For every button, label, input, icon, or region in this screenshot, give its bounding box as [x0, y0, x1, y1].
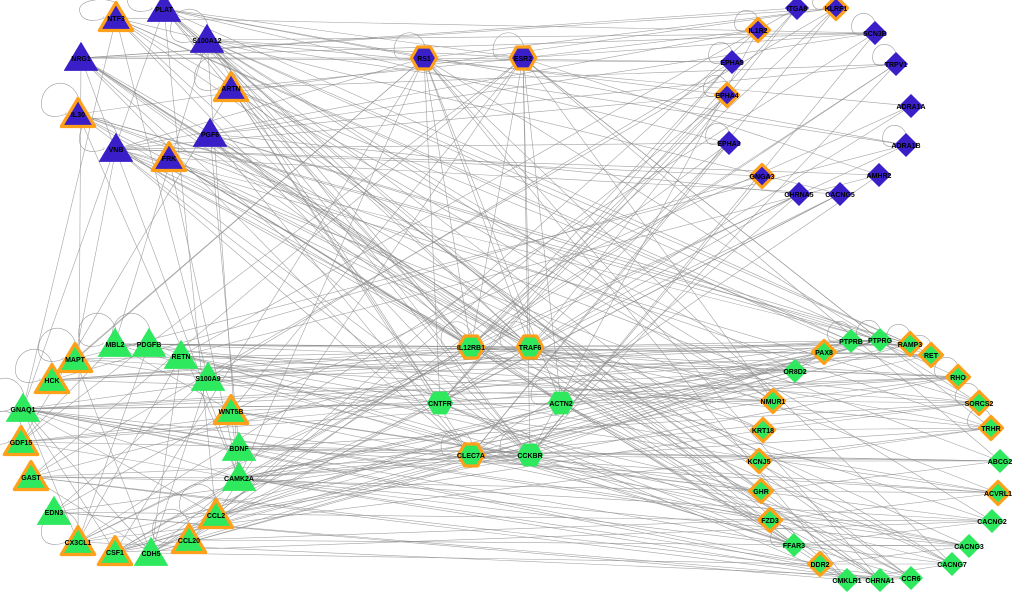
- svg-text:MBL2: MBL2: [105, 342, 124, 349]
- svg-text:KLRF1: KLRF1: [825, 6, 848, 13]
- svg-text:AMHR2: AMHR2: [867, 173, 892, 180]
- svg-text:ADRA1A: ADRA1A: [896, 104, 925, 111]
- svg-text:ACVRL1: ACVRL1: [984, 491, 1012, 498]
- svg-text:ADRA1B: ADRA1B: [891, 143, 920, 150]
- svg-text:EDN3: EDN3: [45, 510, 64, 517]
- svg-text:CHRNA1: CHRNA1: [865, 578, 894, 585]
- svg-text:PLAT: PLAT: [155, 7, 173, 14]
- svg-text:ABCG2: ABCG2: [988, 459, 1013, 466]
- svg-text:CSF1: CSF1: [106, 550, 124, 557]
- svg-text:ACTN2: ACTN2: [549, 401, 572, 408]
- svg-text:OR8D2: OR8D2: [783, 369, 806, 376]
- svg-text:CCR6: CCR6: [901, 576, 920, 583]
- svg-text:WNT5B: WNT5B: [219, 409, 244, 416]
- svg-text:EPHA5: EPHA5: [720, 60, 743, 67]
- svg-text:S100A12: S100A12: [192, 38, 221, 45]
- svg-text:NMUR1: NMUR1: [761, 399, 786, 406]
- svg-text:RHO: RHO: [950, 375, 966, 382]
- svg-text:CNTFR: CNTFR: [428, 401, 452, 408]
- svg-text:VNB: VNB: [109, 147, 124, 154]
- svg-text:FZD3: FZD3: [761, 518, 779, 525]
- svg-text:GDF15: GDF15: [10, 440, 33, 447]
- svg-text:CCL20: CCL20: [178, 538, 200, 545]
- svg-text:MAPT: MAPT: [65, 357, 86, 364]
- svg-text:PTPRB: PTPRB: [839, 339, 863, 346]
- svg-text:EPHA4: EPHA4: [715, 93, 738, 100]
- svg-text:CHRNA5: CHRNA5: [784, 192, 813, 199]
- svg-text:TRPV1: TRPV1: [885, 62, 908, 69]
- svg-text:CAMK2A: CAMK2A: [224, 476, 254, 483]
- svg-text:CCL2: CCL2: [207, 513, 225, 520]
- svg-text:SCN3B: SCN3B: [863, 31, 887, 38]
- svg-text:S100A9: S100A9: [195, 376, 220, 383]
- svg-text:ARTN: ARTN: [221, 86, 240, 93]
- svg-text:KRT18: KRT18: [752, 428, 774, 435]
- svg-text:RETN: RETN: [171, 354, 190, 361]
- svg-text:EPHA3: EPHA3: [717, 141, 740, 148]
- svg-text:CACNG2: CACNG2: [977, 519, 1007, 526]
- svg-text:PAX8: PAX8: [815, 350, 833, 357]
- svg-text:RET: RET: [924, 353, 939, 360]
- svg-text:PDGFB: PDGFB: [137, 342, 162, 349]
- svg-text:FRK: FRK: [162, 156, 176, 163]
- svg-text:PGF6: PGF6: [201, 132, 219, 139]
- svg-text:CACNG5: CACNG5: [825, 192, 855, 199]
- svg-text:CACNG7: CACNG7: [937, 562, 967, 569]
- svg-text:CLEC7A: CLEC7A: [457, 453, 485, 460]
- svg-text:CDH5: CDH5: [141, 551, 160, 558]
- svg-text:NRG1: NRG1: [71, 56, 91, 63]
- svg-text:FFAR3: FFAR3: [783, 543, 805, 550]
- svg-text:GHR: GHR: [753, 489, 769, 496]
- svg-text:CCKBR: CCKBR: [517, 453, 542, 460]
- svg-text:ESR2: ESR2: [514, 56, 532, 63]
- svg-text:IL30: IL30: [71, 112, 85, 119]
- svg-text:TRAF6: TRAF6: [519, 345, 542, 352]
- svg-text:TRHR: TRHR: [981, 426, 1000, 433]
- svg-text:ITGA8: ITGA8: [787, 6, 808, 13]
- svg-text:IL1R2: IL1R2: [748, 28, 767, 35]
- svg-text:CACNG3: CACNG3: [954, 544, 984, 551]
- svg-text:GNGA3: GNGA3: [750, 174, 775, 181]
- svg-text:RAMP3: RAMP3: [898, 342, 923, 349]
- svg-text:RS1: RS1: [417, 56, 431, 63]
- svg-text:GNAQ1: GNAQ1: [11, 407, 36, 414]
- svg-text:IL12RB1: IL12RB1: [457, 345, 485, 352]
- svg-text:KCNJ5: KCNJ5: [748, 459, 771, 466]
- svg-text:SORCS2: SORCS2: [965, 401, 994, 408]
- svg-text:HCK: HCK: [44, 378, 59, 385]
- svg-text:NTF3: NTF3: [107, 16, 125, 23]
- svg-text:CMKLR1: CMKLR1: [832, 578, 861, 585]
- svg-text:BDNF: BDNF: [229, 446, 249, 453]
- svg-text:DDR2: DDR2: [810, 562, 829, 569]
- svg-text:PTPRG: PTPRG: [868, 338, 893, 345]
- svg-text:CX3CL1: CX3CL1: [65, 540, 92, 547]
- svg-text:GAST: GAST: [21, 475, 41, 482]
